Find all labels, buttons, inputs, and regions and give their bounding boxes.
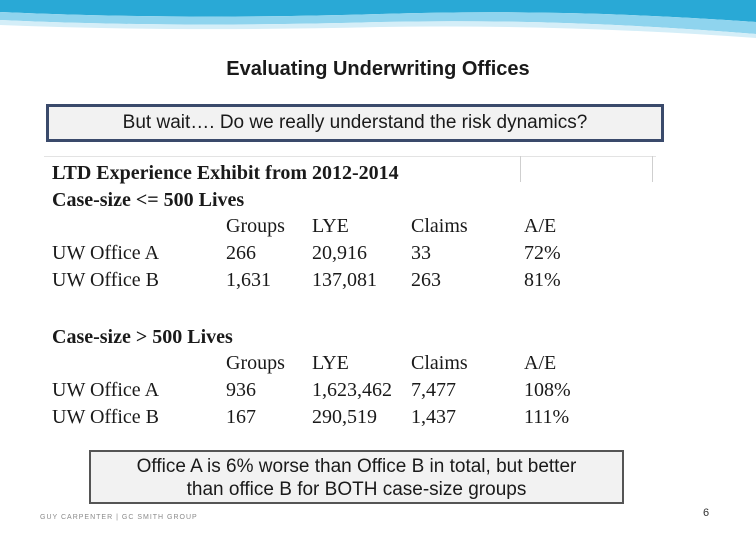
claims-value: 33: [411, 242, 431, 264]
exhibit-title: LTD Experience Exhibit from 2012-2014: [52, 162, 399, 184]
column-header: LYE: [312, 215, 349, 237]
column-header-row: Groups LYE Claims A/E: [44, 352, 656, 378]
table-gridline: [44, 156, 656, 157]
page-number: 6: [703, 507, 710, 519]
table-row: UW Office B 167 290,519 1,437 111%: [44, 406, 656, 432]
callout-conclusion-line: Office A is 6% worse than Office B in to…: [136, 456, 577, 477]
column-header: A/E: [524, 215, 557, 237]
callout-conclusion-line: than office B for BOTH case-size groups: [186, 479, 527, 500]
office-name: UW Office B: [52, 269, 160, 291]
office-name: UW Office A: [52, 242, 160, 264]
table-row: UW Office A 266 20,916 33 72%: [44, 242, 656, 268]
experience-exhibit-table: LTD Experience Exhibit from 2012-2014 Ca…: [44, 156, 656, 438]
table-row: UW Office B 1,631 137,081 263 81%: [44, 269, 656, 295]
ae-value: 111%: [524, 406, 570, 428]
column-header: LYE: [312, 352, 349, 374]
section-heading: Case-size <= 500 Lives: [52, 189, 245, 211]
groups-value: 167: [226, 406, 256, 428]
slide-title: Evaluating Underwriting Offices: [226, 58, 530, 80]
claims-value: 263: [411, 269, 441, 291]
table-gridline: [652, 156, 653, 182]
callout-conclusion: Office A is 6% worse than Office B in to…: [89, 450, 624, 504]
section-heading: Case-size > 500 Lives: [52, 326, 233, 348]
ae-value: 81%: [524, 269, 561, 291]
office-name: UW Office B: [52, 406, 160, 428]
table-row: UW Office A 936 1,623,462 7,477 108%: [44, 379, 656, 405]
column-header: Groups: [226, 352, 285, 374]
footer-brand: GUY CARPENTER | GC SMITH GROUP: [40, 514, 198, 521]
table-gridline: [520, 156, 521, 182]
groups-value: 936: [226, 379, 256, 401]
column-header: Claims: [411, 215, 468, 237]
column-header: Claims: [411, 352, 468, 374]
column-header: Groups: [226, 215, 285, 237]
lye-value: 20,916: [312, 242, 367, 264]
ae-value: 108%: [524, 379, 571, 401]
top-wave-band: [0, 0, 756, 40]
lye-value: 137,081: [312, 269, 377, 291]
groups-value: 266: [226, 242, 256, 264]
lye-value: 290,519: [312, 406, 377, 428]
claims-value: 1,437: [411, 406, 456, 428]
column-header: A/E: [524, 352, 557, 374]
claims-value: 7,477: [411, 379, 456, 401]
ae-value: 72%: [524, 242, 561, 264]
lye-value: 1,623,462: [312, 379, 392, 401]
column-header-row: Groups LYE Claims A/E: [44, 215, 656, 241]
groups-value: 1,631: [226, 269, 271, 291]
office-name: UW Office A: [52, 379, 160, 401]
callout-question: But wait…. Do we really understand the r…: [46, 104, 664, 142]
